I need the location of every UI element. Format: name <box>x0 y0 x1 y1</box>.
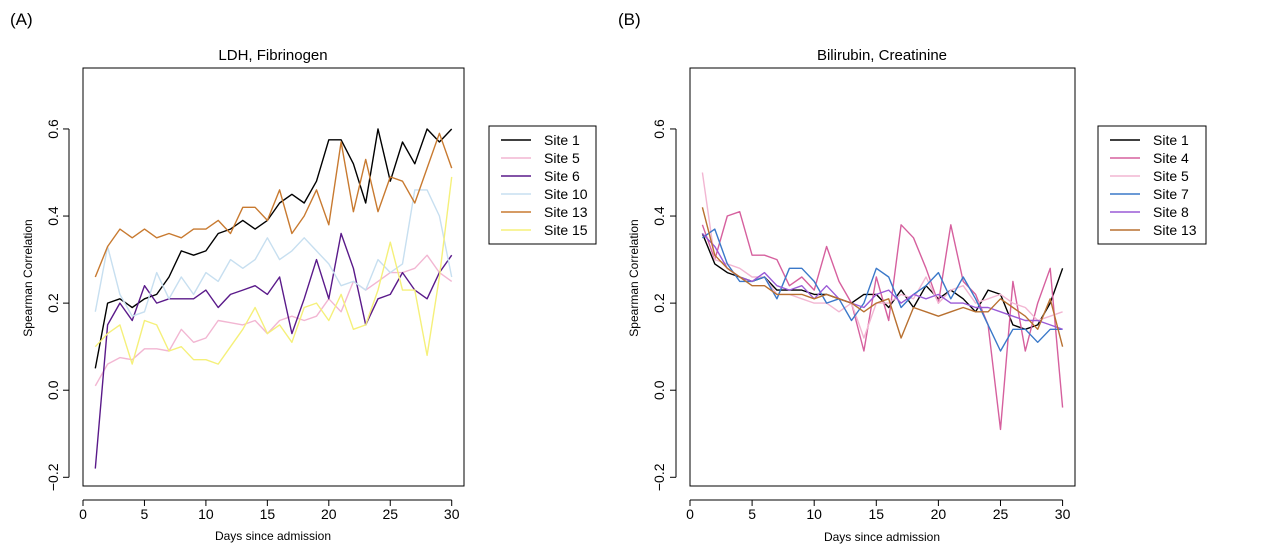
x-tick-label: 5 <box>141 506 149 522</box>
x-tick-label: 30 <box>444 506 460 522</box>
x-tick-label: 10 <box>806 506 822 522</box>
legend-box <box>1097 125 1207 245</box>
series-line <box>94 132 453 278</box>
y-axis-label: Spearman Correlation <box>21 219 35 336</box>
legend-entry: Site 8 <box>1153 204 1189 220</box>
plot-frame <box>689 67 1076 487</box>
x-tick-label: 30 <box>1055 506 1071 522</box>
legend-box <box>488 125 597 245</box>
legend-entry: Site 6 <box>544 168 580 184</box>
legend-entry: Site 5 <box>1153 168 1189 184</box>
chart-title: LDH, Fibrinogen <box>218 47 327 64</box>
y-axis-label: Spearman Correlation <box>627 219 641 336</box>
series-line <box>94 254 453 387</box>
series-line <box>701 228 1063 352</box>
y-tick-label: −0.2 <box>651 463 667 491</box>
legend-entry: Site 5 <box>544 150 580 166</box>
series-line <box>94 232 453 469</box>
series-line <box>701 207 1064 347</box>
x-tick-label: 0 <box>686 506 694 522</box>
y-tick-label: 0.0 <box>651 380 667 400</box>
x-tick-label: 10 <box>198 506 214 522</box>
y-tick-label: 0.0 <box>45 380 61 400</box>
legend-entry: Site 4 <box>1153 150 1189 166</box>
x-tick-label: 20 <box>321 506 337 522</box>
series-line <box>701 210 1064 431</box>
legend-entry: Site 10 <box>544 186 588 202</box>
panel-label: (A) <box>10 10 33 29</box>
legend-entry: Site 15 <box>544 222 588 238</box>
series-line <box>94 128 453 369</box>
y-tick-label: 0.4 <box>651 206 667 226</box>
series-line <box>94 176 453 365</box>
x-tick-label: 25 <box>382 506 398 522</box>
y-tick-label: 0.2 <box>45 293 61 313</box>
series-line <box>94 189 453 317</box>
legend-entry: Site 1 <box>544 132 580 148</box>
x-tick-label: 0 <box>79 506 87 522</box>
x-axis-label: Days since admission <box>824 530 940 544</box>
panel-label: (B) <box>618 10 641 29</box>
x-axis-label: Days since admission <box>215 529 331 543</box>
series-line <box>701 233 1063 330</box>
legend-entry: Site 7 <box>1153 186 1189 202</box>
x-tick-label: 5 <box>748 506 756 522</box>
y-tick-label: 0.6 <box>45 119 61 139</box>
chart-title: Bilirubin, Creatinine <box>817 47 947 64</box>
x-tick-label: 15 <box>260 506 276 522</box>
panel-a: (A) LDH, Fibrinogen Days since admission… <box>10 10 597 543</box>
panel-b: (B) Bilirubin, Creatinine Days since adm… <box>618 10 1207 544</box>
y-tick-label: 0.2 <box>651 293 667 313</box>
x-tick-label: 15 <box>869 506 885 522</box>
y-tick-label: 0.4 <box>45 206 61 226</box>
legend-entry: Site 1 <box>1153 132 1189 148</box>
legend-entry: Site 13 <box>1153 222 1197 238</box>
x-tick-label: 20 <box>931 506 947 522</box>
plot-frame <box>82 67 465 487</box>
x-tick-label: 25 <box>993 506 1009 522</box>
y-tick-label: 0.6 <box>651 119 667 139</box>
legend-entry: Site 13 <box>544 204 588 220</box>
y-tick-label: −0.2 <box>45 463 61 491</box>
